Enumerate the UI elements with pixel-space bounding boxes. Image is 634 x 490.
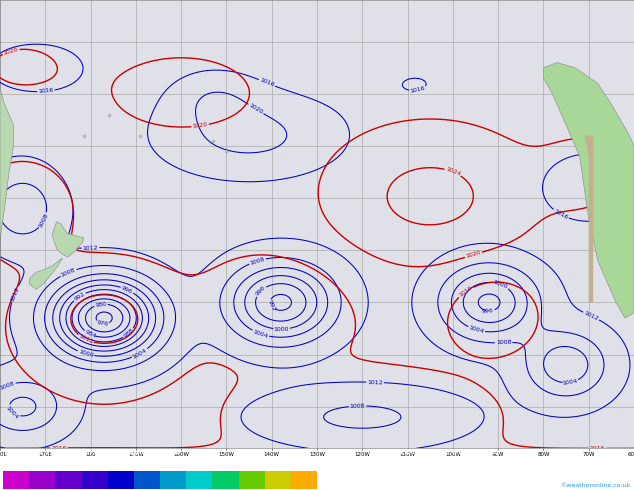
Polygon shape	[0, 89, 13, 266]
Text: 1012: 1012	[367, 380, 383, 385]
Text: 1016: 1016	[51, 445, 67, 451]
Text: 1004: 1004	[469, 325, 484, 335]
Bar	[3, 471, 29, 489]
Text: 1012: 1012	[82, 245, 98, 250]
Text: 1020: 1020	[192, 122, 209, 129]
Text: 1008: 1008	[60, 267, 77, 278]
Text: 1016: 1016	[458, 285, 474, 298]
Text: 1024: 1024	[444, 167, 461, 177]
Text: 996: 996	[482, 308, 494, 314]
Polygon shape	[29, 258, 63, 289]
Text: 1012: 1012	[583, 310, 599, 321]
Text: 1012: 1012	[10, 286, 20, 302]
Text: 1000: 1000	[493, 279, 508, 290]
Bar	[29, 471, 56, 489]
Text: Sa 01-06-2024 00:00 UTC(18+78): Sa 01-06-2024 00:00 UTC(18+78)	[368, 449, 499, 455]
Text: 984: 984	[84, 329, 97, 339]
Text: 996: 996	[120, 285, 134, 294]
Text: 1004: 1004	[132, 347, 148, 360]
Text: 1008: 1008	[350, 403, 365, 409]
Text: 992: 992	[73, 291, 86, 302]
Text: 1016: 1016	[410, 86, 426, 94]
Bar	[82, 471, 108, 489]
Text: 1000: 1000	[78, 349, 94, 358]
Bar	[291, 471, 317, 489]
Text: 1016: 1016	[38, 88, 54, 95]
Text: Thickness 700/1000 hPa/SLP/Height 700 hPa: Thickness 700/1000 hPa/SLP/Height 700 hP…	[3, 449, 179, 455]
Text: 1020: 1020	[3, 47, 19, 55]
Text: 1008: 1008	[249, 256, 266, 266]
Text: 1004: 1004	[252, 329, 269, 339]
Text: 1000: 1000	[273, 326, 289, 332]
Text: 1016: 1016	[553, 208, 569, 220]
Text: 1012: 1012	[78, 334, 94, 345]
Bar	[56, 471, 82, 489]
Text: 1016: 1016	[590, 446, 605, 451]
Polygon shape	[584, 136, 593, 302]
Bar	[238, 471, 265, 489]
Bar	[160, 471, 186, 489]
Bar	[212, 471, 238, 489]
Text: 996: 996	[255, 285, 266, 297]
Bar	[134, 471, 160, 489]
Text: ©weatheronline.co.uk: ©weatheronline.co.uk	[560, 483, 631, 488]
Text: 1020: 1020	[465, 250, 482, 259]
Bar	[108, 471, 134, 489]
Text: 1004: 1004	[562, 379, 578, 386]
Text: 1004: 1004	[5, 405, 20, 420]
Text: 1016: 1016	[259, 78, 275, 88]
Text: 976: 976	[96, 320, 109, 327]
Bar	[186, 471, 212, 489]
Text: 988: 988	[122, 328, 135, 339]
Polygon shape	[52, 221, 84, 257]
Text: 980: 980	[94, 301, 107, 308]
Polygon shape	[543, 63, 634, 318]
Text: 1008: 1008	[0, 380, 15, 391]
Text: 1008: 1008	[38, 212, 49, 228]
Text: 1008: 1008	[496, 340, 512, 345]
Text: 1020: 1020	[248, 103, 264, 116]
Bar	[265, 471, 291, 489]
Text: 992: 992	[266, 299, 276, 313]
